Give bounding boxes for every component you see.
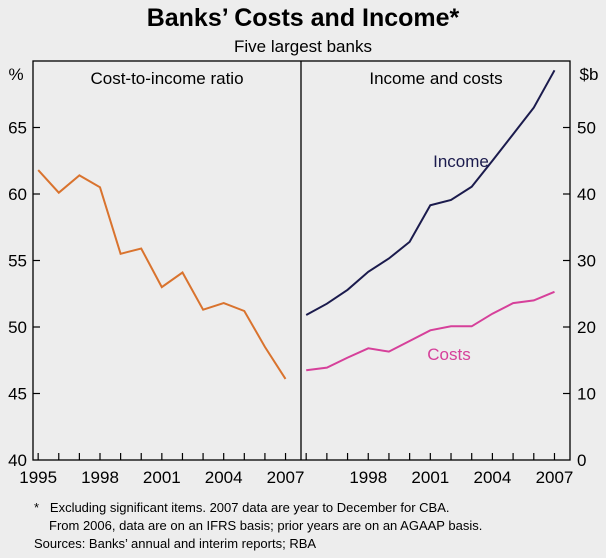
x-tick-label: 2001: [143, 468, 181, 487]
x-tick-label: 2007: [536, 468, 574, 487]
x-tick-label: 2004: [205, 468, 243, 487]
left-y-tick-label: 65: [8, 119, 27, 138]
x-tick-label: 2001: [411, 468, 449, 487]
x-tick-label: 1995: [19, 468, 57, 487]
ratio-line: [37, 169, 287, 380]
left-y-tick-label: 60: [8, 185, 27, 204]
right-y-tick-label: 40: [577, 185, 596, 204]
costs-line: [306, 290, 555, 372]
chart-subtitle: Five largest banks: [234, 37, 372, 56]
right-y-tick-label: 50: [577, 119, 596, 138]
footnote-asterisk: * Excluding significant items. 2007 data…: [34, 500, 449, 515]
left-y-tick-label: 55: [8, 252, 27, 271]
left-y-tick-label: 50: [8, 318, 27, 337]
right-y-tick-label: 20: [577, 318, 596, 337]
costs-series-label: Costs: [427, 345, 470, 364]
income-line: [305, 69, 556, 316]
chart-title: Banks’ Costs and Income*: [147, 4, 460, 32]
income-series-label: Income: [433, 152, 489, 171]
series-lines: [37, 69, 556, 380]
left-panel-title: Cost-to-income ratio: [90, 69, 243, 88]
x-tick-label: 2007: [267, 468, 305, 487]
x-tick-label: 1998: [349, 468, 387, 487]
right-unit-label: $b: [580, 65, 599, 84]
left-unit-label: %: [8, 65, 23, 84]
right-y-tick-label: 10: [577, 385, 596, 404]
right-y-tick-label: 0: [577, 451, 586, 470]
right-panel-title: Income and costs: [369, 69, 502, 88]
x-tick-label: 2004: [473, 468, 511, 487]
left-y-tick-label: 40: [8, 451, 27, 470]
footnote-sources: Sources: Banks’ annual and interim repor…: [34, 536, 316, 551]
left-y-tick-label: 45: [8, 385, 27, 404]
footnote-basis: From 2006, data are on an IFRS basis; pr…: [49, 518, 482, 533]
right-y-tick-label: 30: [577, 252, 596, 271]
x-tick-label: 1998: [81, 468, 119, 487]
